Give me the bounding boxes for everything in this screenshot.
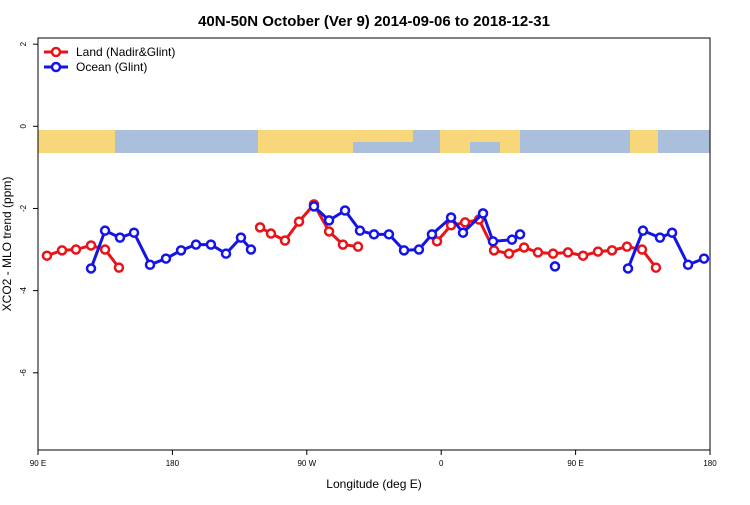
point (337, 239, 349, 250)
point (245, 244, 257, 255)
point (339, 205, 351, 216)
point (682, 259, 694, 270)
plot-frame (37, 37, 711, 451)
point (487, 236, 499, 247)
legend-label: Land (Nadir&Glint) (76, 45, 175, 59)
point (99, 244, 111, 255)
point (637, 225, 649, 236)
point (265, 228, 277, 239)
x-tick-label: 90 E (30, 459, 46, 468)
point (518, 242, 530, 253)
point (547, 248, 559, 259)
map-strip (38, 130, 710, 153)
series-line (89, 205, 705, 269)
point (85, 240, 97, 251)
y-tick-label: -2 (19, 204, 28, 212)
point (398, 245, 410, 256)
point (205, 239, 217, 250)
point (413, 244, 425, 255)
point (70, 244, 82, 255)
x-axis-label: Longitude (deg E) (326, 477, 421, 491)
point (621, 241, 633, 252)
y-tick-label: 0 (19, 124, 28, 129)
point (254, 222, 266, 233)
point (41, 250, 53, 261)
point (175, 245, 187, 256)
x-tick-label: 90 W (297, 459, 316, 468)
point (99, 225, 111, 236)
point (532, 247, 544, 258)
y-tick-label: -4 (19, 287, 28, 295)
point (698, 253, 710, 264)
point (506, 234, 518, 245)
legend-marker (50, 46, 62, 58)
point (622, 263, 634, 274)
point (352, 241, 364, 252)
point (562, 247, 574, 258)
point (128, 227, 140, 238)
point (144, 259, 156, 270)
point (85, 263, 97, 274)
point (549, 261, 561, 272)
point (654, 232, 666, 243)
point (445, 212, 457, 223)
point (606, 245, 618, 256)
chart-title: 40N-50N October (Ver 9) 2014-09-06 to 20… (198, 13, 550, 30)
point (592, 246, 604, 257)
series-line (46, 201, 658, 269)
x-tick-label: 180 (166, 459, 180, 468)
legend-marker (50, 61, 62, 73)
point (56, 245, 68, 256)
point (293, 216, 305, 227)
point (383, 229, 395, 240)
point (488, 245, 500, 256)
y-tick-label: -6 (19, 369, 28, 377)
x-tick-label: 180 (703, 459, 717, 468)
point (160, 253, 172, 264)
point (279, 235, 291, 246)
point (235, 232, 247, 243)
point (190, 239, 202, 250)
legend-label: Ocean (Glint) (76, 60, 147, 74)
point (368, 229, 380, 240)
point (503, 248, 515, 259)
y-tick-label: 2 (19, 41, 28, 46)
point (457, 227, 469, 238)
x-tick-label: 90 E (567, 459, 583, 468)
x-tick-label: 0 (439, 459, 444, 468)
point (666, 227, 678, 238)
point (308, 201, 320, 212)
point (354, 225, 366, 236)
point (114, 232, 126, 243)
point (477, 208, 489, 219)
point (577, 250, 589, 261)
point (220, 248, 232, 259)
point (323, 215, 335, 226)
point (426, 229, 438, 240)
y-axis-label: XCO2 - MLO trend (ppm) (0, 177, 14, 312)
point (431, 236, 443, 247)
point (514, 229, 526, 240)
point (459, 217, 471, 228)
point (113, 262, 125, 273)
point (636, 244, 648, 255)
point (323, 226, 335, 237)
point (650, 262, 662, 273)
